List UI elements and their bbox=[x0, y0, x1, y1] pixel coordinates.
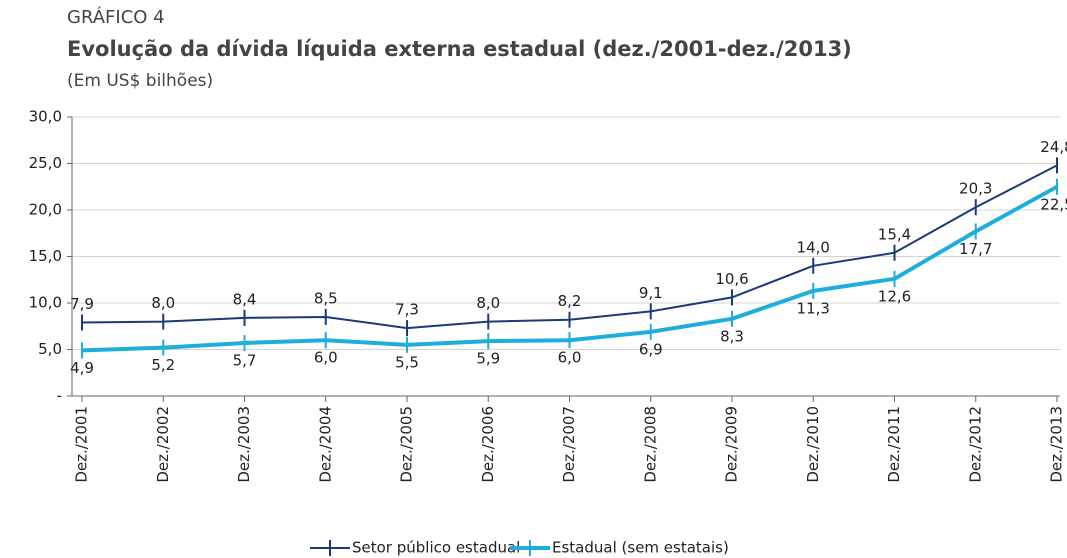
data-label: 6,9 bbox=[639, 340, 663, 358]
x-tick-label: Dez./2010 bbox=[804, 406, 822, 483]
x-tick-label: Dez./2002 bbox=[154, 406, 172, 483]
data-label: 8,4 bbox=[233, 290, 257, 308]
data-label: 5,7 bbox=[233, 351, 257, 369]
data-label: 22,5 bbox=[1040, 195, 1067, 213]
data-label: 6,0 bbox=[314, 349, 338, 367]
x-tick-label: Dez./2005 bbox=[398, 406, 416, 483]
data-label: 20,3 bbox=[959, 180, 992, 198]
data-label: 14,0 bbox=[797, 238, 830, 256]
x-tick-label: Dez./2007 bbox=[560, 406, 578, 483]
x-tick-label: Dez./2006 bbox=[479, 406, 497, 483]
x-tick-label: Dez./2009 bbox=[723, 406, 741, 483]
data-label: 8,5 bbox=[314, 289, 338, 307]
data-label: 5,2 bbox=[151, 356, 175, 374]
data-label: 11,3 bbox=[797, 299, 830, 317]
data-label: 10,6 bbox=[715, 270, 748, 288]
y-tick-label: 30,0 bbox=[29, 108, 62, 126]
data-label: 9,1 bbox=[639, 284, 663, 302]
data-label: 8,0 bbox=[476, 294, 500, 312]
x-tick-label: Dez./2003 bbox=[235, 406, 253, 483]
data-label: 5,5 bbox=[395, 353, 419, 371]
x-tick-label: Dez./2008 bbox=[641, 406, 659, 483]
chart-subtitle: (Em US$ bilhões) bbox=[67, 71, 213, 91]
legend-label: Setor público estadual bbox=[352, 539, 520, 557]
data-label: 15,4 bbox=[878, 225, 911, 243]
data-label: 17,7 bbox=[959, 240, 992, 258]
y-tick-label: 5,0 bbox=[38, 340, 62, 358]
data-label: 7,9 bbox=[70, 295, 94, 313]
data-label: 4,9 bbox=[70, 359, 94, 377]
data-label: 12,6 bbox=[878, 287, 911, 305]
data-label: 8,3 bbox=[720, 327, 744, 345]
x-tick-label: Dez./2004 bbox=[316, 406, 334, 483]
chart-kicker: GRÁFICO 4 bbox=[67, 6, 165, 28]
y-tick-label: 25,0 bbox=[29, 154, 62, 172]
legend-label: Estadual (sem estatais) bbox=[552, 539, 729, 557]
y-tick-label: - bbox=[57, 387, 62, 405]
chart-title: Evolução da dívida líquida externa estad… bbox=[67, 37, 852, 61]
data-label: 5,9 bbox=[476, 350, 500, 368]
data-label: 8,0 bbox=[151, 294, 175, 312]
y-tick-label: 10,0 bbox=[29, 294, 62, 312]
x-tick-label: Dez./2012 bbox=[966, 406, 984, 483]
x-tick-label: Dez./2011 bbox=[885, 406, 903, 483]
data-label: 7,3 bbox=[395, 301, 419, 319]
data-label: 24,8 bbox=[1040, 138, 1067, 156]
data-label: 6,0 bbox=[558, 349, 582, 367]
y-tick-label: 20,0 bbox=[29, 201, 62, 219]
data-label: 8,2 bbox=[558, 292, 582, 310]
x-tick-label: Dez./2001 bbox=[73, 406, 91, 483]
y-tick-label: 15,0 bbox=[29, 247, 62, 265]
x-tick-label: Dez./2013 bbox=[1048, 406, 1066, 483]
